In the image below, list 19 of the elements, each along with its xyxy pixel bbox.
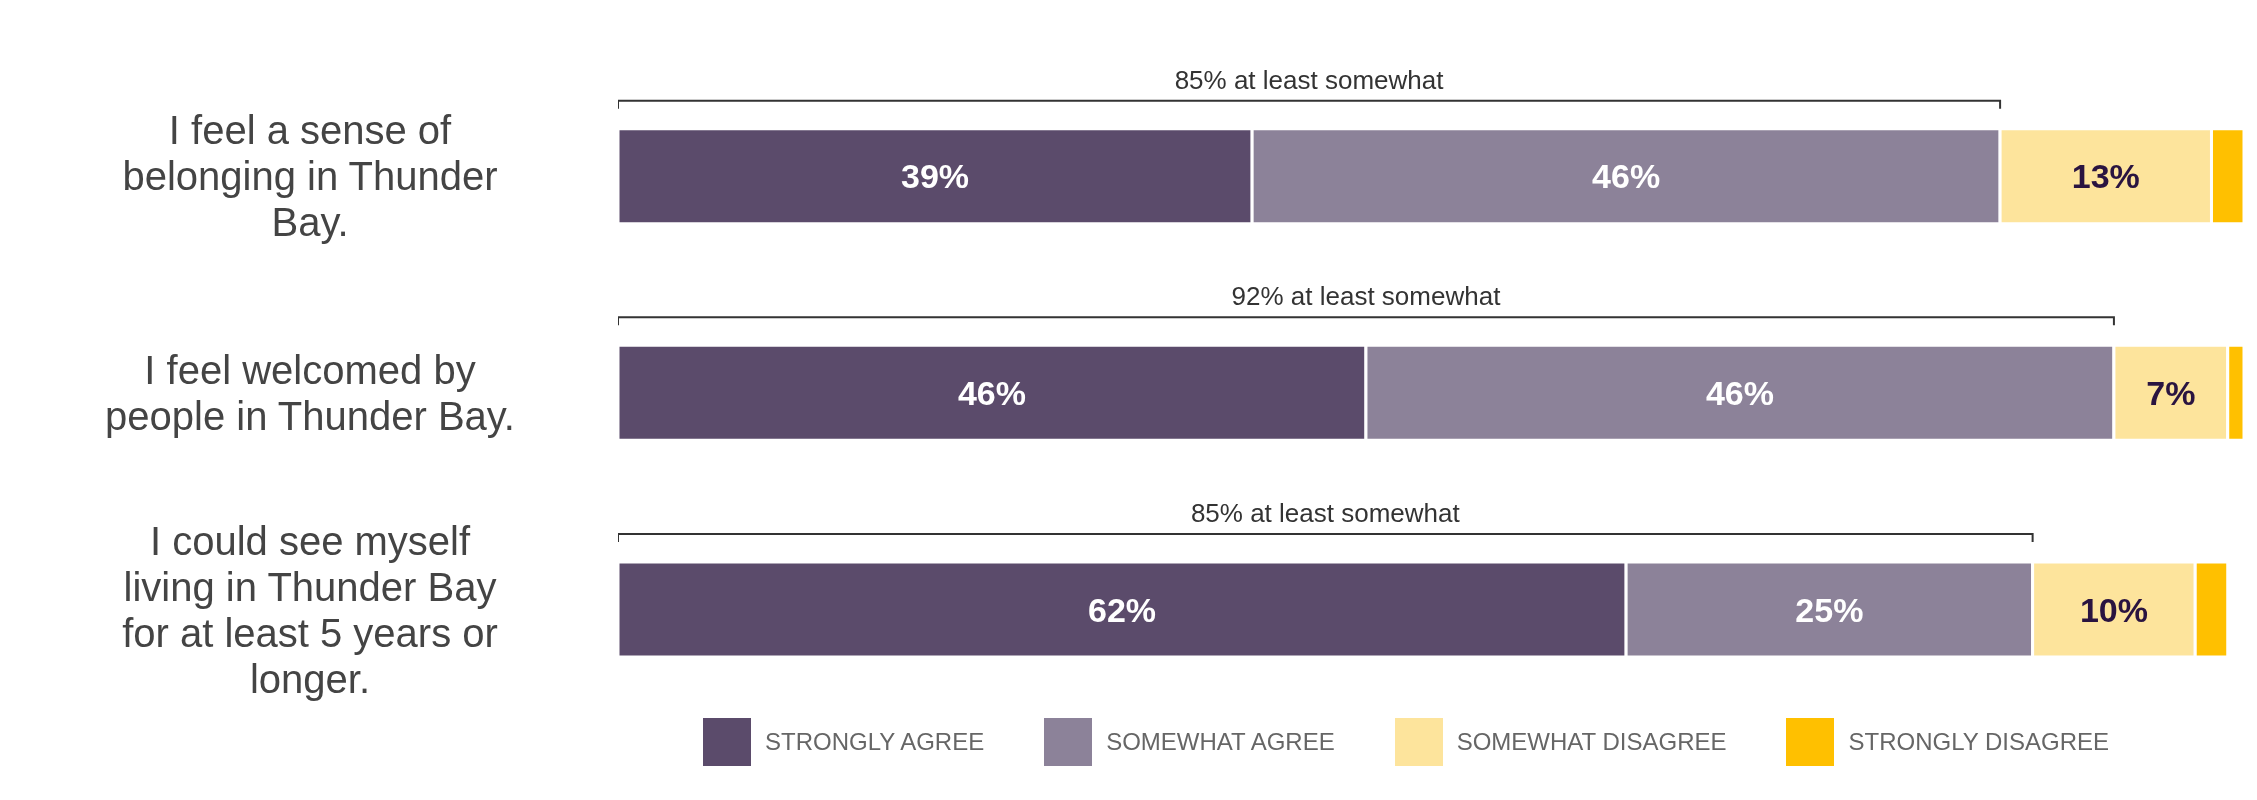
data-label: 46% <box>957 373 1027 412</box>
data-label: 7% <box>2146 373 2196 412</box>
data-label: 62% <box>1088 590 1157 629</box>
data-label: 46% <box>1705 373 1774 412</box>
data-label: 46% <box>1592 157 1661 196</box>
annotation: 92% at least somewhat <box>1231 281 1502 312</box>
legend-label: SOMEWHAT DISAGREE <box>1456 728 1727 756</box>
y-tick-label: I feel welcomed by people in Thunder Bay. <box>105 348 515 438</box>
data-label: 10% <box>2079 590 2148 629</box>
data-label: 25% <box>1795 590 1864 629</box>
annotation: 85% at least somewhat <box>1174 64 1445 95</box>
data-label: 13% <box>2071 157 2140 196</box>
legend-label: STRONGLY AGREE <box>765 728 985 756</box>
annotation: 85% at least somewhat <box>1190 498 1461 528</box>
y-tick-label: I feel a sense of belonging in Thunder Bay. <box>122 108 498 245</box>
legend-label: SOMEWHAT AGREE <box>1106 728 1335 756</box>
legend-label: STRONGLY DISAGREE <box>1848 728 2109 756</box>
data-label: 39% <box>901 157 970 196</box>
y-tick-label: I could see myself living in Thunder Bay for at least 5 years or longer. <box>122 518 498 701</box>
